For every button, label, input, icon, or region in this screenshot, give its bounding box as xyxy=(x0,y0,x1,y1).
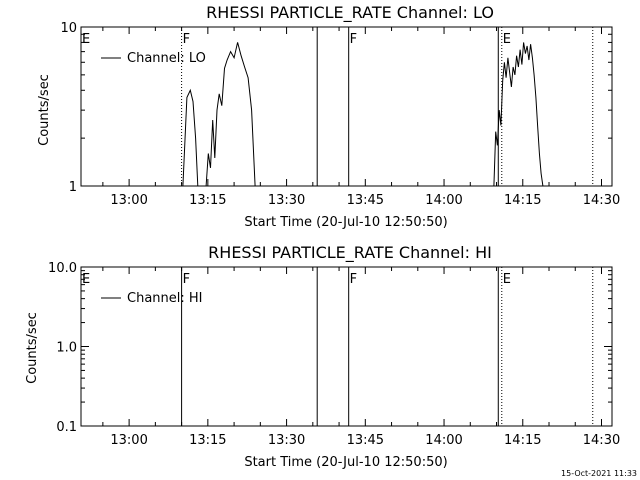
x-axis-label: Start Time (20-Jul-10 12:50:50) xyxy=(244,455,447,470)
series-line xyxy=(205,42,256,187)
x-tick-label: 14:30 xyxy=(583,433,620,448)
legend: Channel: LO xyxy=(101,51,206,66)
marker-label: E xyxy=(82,32,90,47)
x-tick-label: 13:30 xyxy=(268,193,305,208)
series-line xyxy=(493,42,544,187)
y-tick-label: 10.0 xyxy=(48,261,77,276)
x-tick-label: 13:45 xyxy=(347,433,384,448)
y-axis-label: Counts/sec xyxy=(25,312,40,384)
chart-title: RHESSI PARTICLE_RATE Channel: LO xyxy=(206,3,494,23)
x-tick-label: 14:15 xyxy=(504,193,541,208)
x-axis: 13:00 13:15 13:30 13:45 14:00 14:15 14:30 xyxy=(102,27,620,208)
series-lines xyxy=(182,42,544,187)
x-axis-label: Start Time (20-Jul-10 12:50:50) xyxy=(244,215,447,230)
marker-label: E xyxy=(503,32,511,47)
plot-frame xyxy=(80,26,613,187)
x-tick-label: 13:15 xyxy=(189,193,226,208)
chart-title: RHESSI PARTICLE_RATE Channel: HI xyxy=(208,243,492,263)
x-tick-label: 14:00 xyxy=(425,433,462,448)
panel-lo: RHESSI PARTICLE_RATE Channel: LO 13:00 13… xyxy=(37,3,620,230)
legend-label: Channel: HI xyxy=(127,291,203,306)
marker-label: F xyxy=(183,32,190,47)
marker-label: F xyxy=(183,272,190,287)
x-tick-label: 13:15 xyxy=(189,433,226,448)
legend: Channel: HI xyxy=(101,291,203,306)
y-tick-label: 10 xyxy=(60,21,77,36)
marker-label: F xyxy=(350,32,357,47)
x-tick-label: 14:15 xyxy=(504,433,541,448)
y-axis-label: Counts/sec xyxy=(37,74,52,146)
legend-label: Channel: LO xyxy=(127,51,206,66)
y-tick-label: 0.1 xyxy=(56,420,77,435)
panel-hi: RHESSI PARTICLE_RATE Channel: HI 13:00 13… xyxy=(25,243,620,470)
y-tick-label: 1 xyxy=(69,180,77,195)
series-line xyxy=(182,88,199,187)
x-tick-label: 13:30 xyxy=(268,433,305,448)
marker-label: F xyxy=(350,272,357,287)
marker-label: E xyxy=(82,272,90,287)
footer-timestamp: 15-Oct-2021 11:33 xyxy=(561,469,637,478)
y-axis: 0.1 1.0 10.0 xyxy=(48,261,612,435)
x-tick-label: 13:00 xyxy=(110,433,147,448)
marker-label: E xyxy=(503,272,511,287)
x-axis: 13:00 13:15 13:30 13:45 14:00 14:15 14:30 xyxy=(102,267,620,448)
x-tick-label: 14:00 xyxy=(425,193,462,208)
x-tick-label: 13:45 xyxy=(347,193,384,208)
y-axis: 1 10 xyxy=(60,21,612,195)
y-tick-label: 1.0 xyxy=(56,341,77,356)
x-tick-label: 14:30 xyxy=(583,193,620,208)
x-tick-label: 13:00 xyxy=(110,193,147,208)
